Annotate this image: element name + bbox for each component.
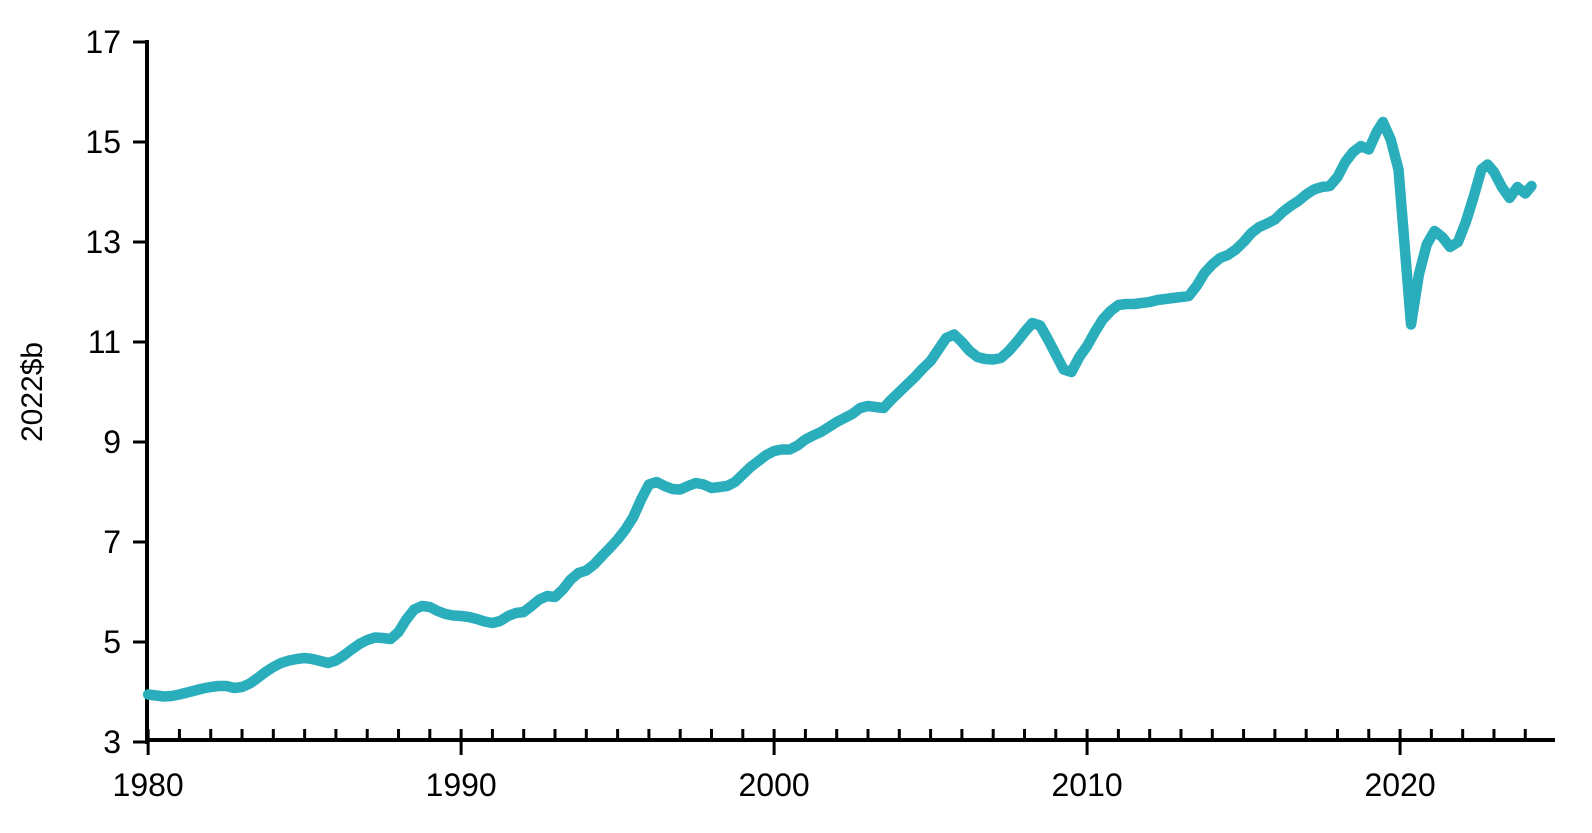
y-tick-label: 15	[85, 124, 121, 160]
y-tick-label: 7	[103, 524, 121, 560]
x-tick-label: 2010	[1051, 767, 1122, 803]
x-axis-tick-labels: 1980 1990 2000 2010 2020	[113, 767, 1436, 803]
y-tick-label: 17	[85, 24, 121, 60]
y-tick-label: 5	[103, 624, 121, 660]
x-tick-label: 1980	[113, 767, 184, 803]
y-tick-label: 11	[88, 324, 121, 360]
data-series-line	[142, 116, 1537, 702]
x-tick-label: 2000	[739, 767, 810, 803]
y-tick-label: 3	[103, 724, 121, 760]
y-axis-title: 2022$b	[16, 342, 49, 442]
x-tick-label: 1990	[426, 767, 497, 803]
y-tick-label: 9	[103, 424, 121, 460]
y-tick-label: 13	[85, 224, 121, 260]
x-tick-label: 2020	[1364, 767, 1435, 803]
y-axis-tick-labels: 3 5 7 9 11 13 15 17	[85, 24, 121, 760]
